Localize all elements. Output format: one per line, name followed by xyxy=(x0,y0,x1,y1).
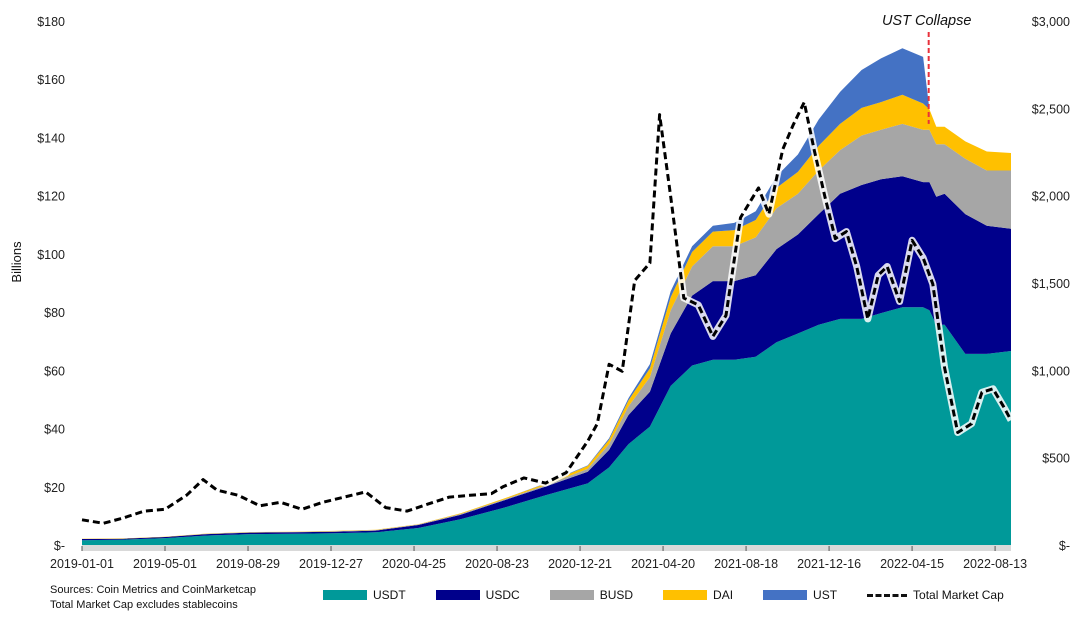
y-left-tick-label: $120 xyxy=(37,190,65,204)
y-right-tick-label: $3,000 xyxy=(1032,15,1070,29)
area-dai xyxy=(82,94,1011,540)
total-market-cap-layer xyxy=(81,98,1015,527)
legend-swatch xyxy=(323,590,367,600)
x-tick-label: 2021-08-18 xyxy=(714,557,778,571)
x-tick-label: 2022-04-15 xyxy=(880,557,944,571)
legend-label: BUSD xyxy=(599,588,634,602)
x-tick-label: 2020-04-25 xyxy=(382,557,446,571)
y-axis-left-ticks: $- $20 $40 $60 $80 $100 $120 $140 $160 $180 xyxy=(37,15,65,553)
x-axis-ticks: 2019-01-01 2019-05-01 2019-08-29 2019-12-27… xyxy=(50,546,1027,571)
source-note-line-2: Total Market Cap excludes stablecoins xyxy=(50,599,238,611)
y-right-tick-label: $2,500 xyxy=(1032,102,1070,116)
y-axis-title: Billions xyxy=(9,241,24,283)
y-left-tick-label: $160 xyxy=(37,73,65,87)
x-tick-label: 2019-05-01 xyxy=(133,557,197,571)
y-right-tick-label: $1,000 xyxy=(1032,364,1070,378)
area-busd xyxy=(82,123,1011,540)
area-ust xyxy=(82,48,1011,539)
legend-label: USDT xyxy=(373,588,406,602)
y-axis-right-ticks: $- $500 $1,000 $1,500 $2,000 $2,500 $3,000 xyxy=(1032,15,1070,553)
legend-swatch xyxy=(549,590,594,600)
x-tick-label: 2020-12-21 xyxy=(548,557,612,571)
stacked-areas xyxy=(82,48,1011,546)
ust-collapse-annotation: UST Collapse xyxy=(882,13,971,29)
legend-label: Total Market Cap xyxy=(913,588,1004,602)
y-left-tick-label: $20 xyxy=(44,481,65,495)
x-tick-label: 2019-08-29 xyxy=(216,557,280,571)
source-notes: Sources: Coin Metrics and CoinMarketcap … xyxy=(50,583,256,613)
legend-item-busd: BUSD xyxy=(549,588,634,602)
legend-item-usdt: USDT xyxy=(323,588,406,602)
y-left-tick-label: $60 xyxy=(44,364,65,378)
legend: USDT USDC BUSD DAI UST Total Market Cap xyxy=(323,588,1034,602)
y-left-tick-label: $100 xyxy=(37,248,65,262)
legend-swatch xyxy=(867,593,908,597)
source-note-line-1: Sources: Coin Metrics and CoinMarketcap xyxy=(50,584,257,596)
area-usdc xyxy=(82,176,1011,541)
legend-swatch xyxy=(663,590,708,600)
y-left-tick-label: $- xyxy=(54,539,65,553)
total-market-cap-line xyxy=(81,100,1013,525)
x-tick-label: 2021-12-16 xyxy=(797,557,861,571)
annotation-layer: UST Collapse xyxy=(882,13,971,124)
y-right-tick-label: $500 xyxy=(1042,452,1070,466)
legend-label: DAI xyxy=(713,588,734,602)
legend-swatch xyxy=(763,590,808,600)
legend-item-dai: DAI xyxy=(663,588,733,602)
y-right-tick-label: $1,500 xyxy=(1032,277,1070,291)
x-tick-label: 2019-12-27 xyxy=(299,557,363,571)
y-left-tick-label: $140 xyxy=(37,131,65,145)
legend-item-usdc: USDC xyxy=(435,588,520,602)
y-left-tick-label: $80 xyxy=(44,306,65,320)
y-left-tick-label: $40 xyxy=(44,423,65,437)
y-right-tick-label: $2,000 xyxy=(1032,190,1070,204)
y-right-tick-label: $- xyxy=(1059,539,1070,553)
x-tick-label: 2021-04-20 xyxy=(631,557,695,571)
legend-item-ust: UST xyxy=(763,588,837,602)
x-tick-label: 2022-08-13 xyxy=(963,557,1027,571)
y-left-tick-label: $180 xyxy=(37,15,65,29)
x-tick-label: 2019-01-01 xyxy=(50,557,114,571)
legend-swatch xyxy=(435,590,480,600)
area-usdt xyxy=(82,307,1011,546)
legend-label: USDC xyxy=(485,588,520,602)
legend-item-total-market-cap: Total Market Cap xyxy=(867,588,1004,602)
legend-label: UST xyxy=(813,588,838,602)
x-tick-label: 2020-08-23 xyxy=(465,557,529,571)
